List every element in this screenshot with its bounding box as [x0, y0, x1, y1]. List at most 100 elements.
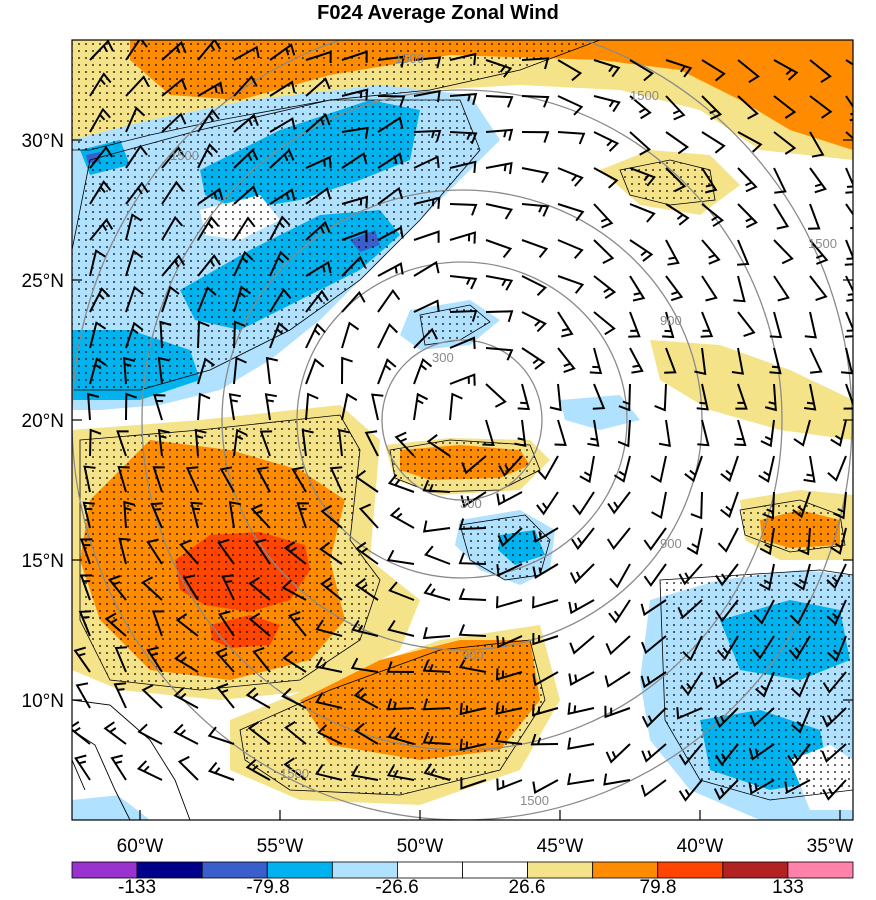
wind-barb	[341, 356, 353, 385]
wind-barb	[350, 657, 379, 673]
wind-barb	[700, 311, 714, 338]
wind-barb	[103, 721, 127, 745]
wind-barb	[593, 59, 621, 78]
lat-label: 15°N	[22, 551, 64, 572]
wind-barb	[118, 537, 131, 565]
wind-barb	[773, 95, 797, 119]
lon-label: 55°W	[257, 836, 304, 857]
wind-barb	[764, 383, 777, 412]
colorbar-swatch	[462, 861, 528, 879]
wind-barb	[197, 215, 220, 241]
map-plot: 300 300 900 900 900 1500 1500 1500 1500 …	[72, 40, 853, 820]
wind-barb	[840, 347, 853, 375]
wind-barb	[197, 392, 211, 421]
wind-barb	[536, 491, 559, 516]
wind-barb	[125, 392, 138, 421]
wind-barb	[773, 167, 787, 194]
wind-barb	[809, 131, 825, 158]
wind-barb	[498, 455, 523, 477]
wind-barb	[221, 574, 235, 601]
wind-barb	[315, 619, 343, 637]
wind-barb	[715, 599, 739, 623]
wind-barb	[248, 576, 271, 601]
wind-barb	[288, 611, 307, 637]
wind-barb	[179, 539, 199, 565]
wind-barb	[449, 52, 477, 66]
wind-barb	[136, 760, 163, 781]
wind-barb	[264, 393, 277, 421]
wind-barb	[773, 59, 799, 81]
wind-barb	[269, 288, 292, 313]
wind-barb	[809, 275, 828, 302]
plot-frame	[71, 39, 854, 821]
wind-barb	[748, 779, 775, 795]
wind-barb	[89, 180, 112, 205]
wind-barb	[532, 596, 559, 609]
axis-ticks	[72, 139, 853, 820]
wind-barb	[822, 671, 847, 694]
wind-barb	[592, 383, 606, 410]
colorbar-label: 133	[772, 877, 804, 898]
wind-barb	[640, 671, 667, 689]
wind-barb	[579, 455, 595, 484]
wind-barb	[197, 357, 215, 385]
wind-barb	[316, 724, 343, 745]
wind-barb	[549, 383, 562, 412]
wind-barb	[413, 260, 440, 277]
wind-barb	[494, 730, 523, 745]
wind-barb	[449, 93, 478, 105]
wind-barb	[537, 455, 559, 481]
wind-barb	[351, 619, 379, 637]
wind-barb	[737, 239, 750, 266]
wind-barb	[826, 599, 847, 626]
wind-barb	[353, 722, 379, 745]
wind-barb	[123, 356, 136, 385]
wind-barb	[495, 668, 523, 681]
wind-barb	[377, 186, 404, 205]
wind-barb	[89, 72, 112, 97]
wind-barb	[296, 502, 309, 529]
colorbar-label: 79.8	[640, 877, 677, 898]
colorbar-swatch	[71, 861, 138, 879]
wind-barb	[219, 466, 235, 493]
wind-barb	[609, 563, 631, 589]
wind-barb	[422, 479, 451, 493]
wind-barb	[496, 778, 523, 791]
wind-barb	[759, 527, 775, 556]
contour-label: 1500	[630, 88, 659, 103]
wind-barb	[228, 393, 241, 421]
wind-barb	[557, 203, 585, 222]
colorbar-swatch	[331, 861, 398, 879]
wind-barb	[185, 466, 199, 493]
wind-barb	[125, 249, 144, 277]
wind-barb	[809, 347, 823, 374]
wind-barb	[387, 619, 415, 637]
wind-barb	[640, 779, 667, 798]
contour-label: 900	[660, 313, 682, 328]
wind-barb	[413, 196, 441, 209]
wind-barb	[354, 577, 379, 601]
wind-barb	[173, 687, 199, 709]
colorbar-labels: -133 -79.8 -26.6 26.6 79.8 133	[118, 877, 804, 898]
wind-barb	[643, 527, 667, 551]
wind-barb	[737, 131, 763, 153]
wind-barb	[495, 596, 523, 609]
wind-barb	[830, 527, 847, 555]
contour-label-group: 300 300 900 900 900 1500 1500 1500 1500 …	[170, 51, 837, 808]
wind-barb	[319, 577, 343, 601]
wind-barb	[422, 520, 451, 533]
wind-barb	[589, 347, 603, 375]
wind-barb	[665, 239, 680, 266]
contour-label: 1500	[170, 148, 199, 163]
wind-barb	[496, 635, 523, 649]
wind-barb	[593, 311, 616, 336]
wind-barb	[712, 671, 739, 690]
wind-barb	[413, 230, 440, 243]
wind-barb	[424, 545, 451, 565]
wind-barb	[482, 419, 495, 446]
wind-barb	[190, 501, 203, 529]
wind-barb	[737, 59, 760, 84]
wind-barb	[83, 465, 96, 493]
wind-barb	[394, 431, 415, 457]
wind-barb	[792, 491, 811, 519]
